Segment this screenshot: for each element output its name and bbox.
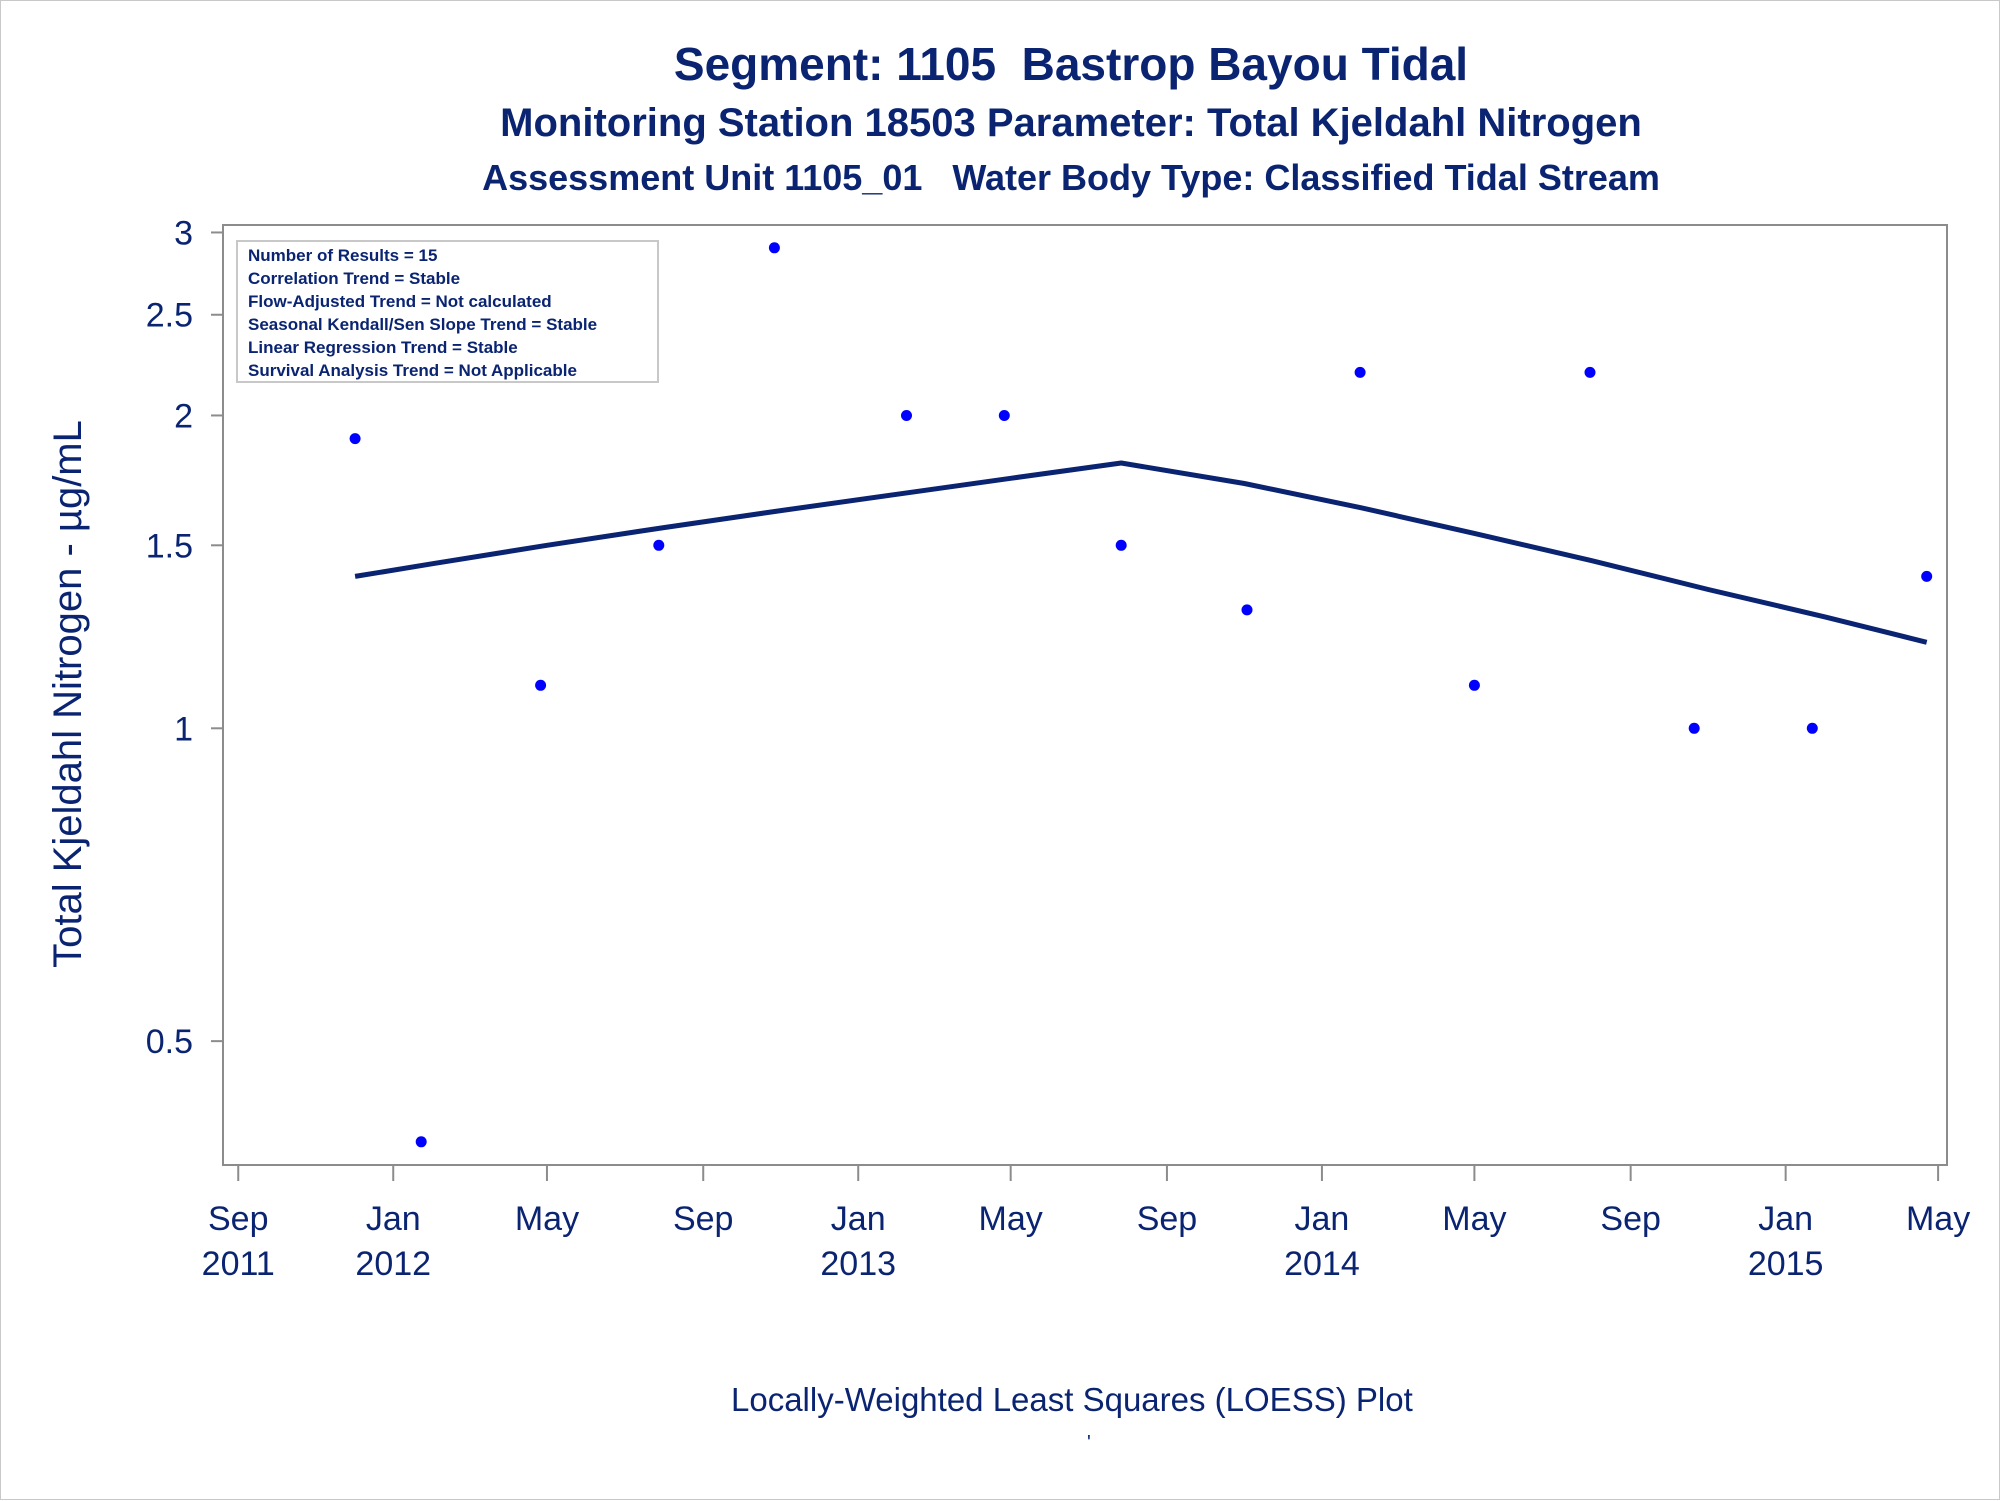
data-point	[998, 410, 1010, 421]
x-tick-label-month: Sep	[1137, 1200, 1198, 1238]
x-tick-label-year: 2011	[202, 1245, 275, 1283]
y-tick-label: 1	[174, 710, 193, 748]
data-point	[1241, 604, 1253, 616]
chart-footer: Locally-Weighted Least Squares (LOESS) P…	[731, 1381, 1413, 1418]
x-tick-label-month: Jan	[1758, 1200, 1813, 1238]
loess-line	[354, 460, 1928, 645]
stat-survival-analysis-trend: Survival Analysis Trend = Not Applicable	[248, 361, 577, 380]
data-point	[415, 1136, 427, 1148]
data-point	[1688, 722, 1700, 734]
x-tick-label-month: Jan	[1295, 1200, 1350, 1238]
stat-linear-regression-trend: Linear Regression Trend = Stable	[248, 338, 518, 357]
data-point	[768, 242, 780, 254]
data-point	[535, 679, 547, 691]
x-tick-label-month: Sep	[1600, 1200, 1661, 1238]
x-tick-label-month: Jan	[366, 1200, 421, 1238]
data-point	[1921, 570, 1933, 582]
x-tick-label-year: 2012	[355, 1245, 431, 1283]
x-tick-label-month: May	[1906, 1200, 1970, 1238]
x-tick-label-year: 2015	[1748, 1245, 1824, 1283]
stats-box-frame	[236, 240, 659, 383]
x-tick-label-month: Sep	[208, 1200, 269, 1238]
data-point	[1806, 722, 1818, 734]
y-tick-label: 2.5	[146, 297, 193, 335]
stat-flow-adjusted-trend: Flow-Adjusted Trend = Not calculated	[248, 292, 552, 311]
data-points	[349, 242, 1933, 1148]
loess-line-layer	[354, 460, 1928, 645]
data-point	[901, 410, 912, 421]
x-tick-label-year: 2014	[1284, 1245, 1360, 1283]
data-point	[1584, 366, 1596, 378]
y-tick-label: 1.5	[146, 527, 193, 565]
chart-subtitle-station: Monitoring Station 18503 Parameter: Tota…	[500, 101, 1642, 145]
chart-subtitle-assessment: Assessment Unit 1105_01 Water Body Type:…	[482, 157, 1660, 198]
x-tick-label-month: May	[1442, 1200, 1506, 1238]
x-tick-label-month: May	[515, 1200, 579, 1238]
x-tick-label-year: 2013	[820, 1245, 896, 1283]
y-tick-label: 0.5	[146, 1023, 193, 1061]
y-axis-label: Total Kjeldahl Nitrogen - µg/mL	[46, 420, 90, 968]
y-tick-label: 3	[174, 214, 193, 252]
data-point	[1115, 539, 1127, 551]
stat-number-of-results: Number of Results = 15	[248, 246, 437, 265]
x-tick-label-month: Sep	[673, 1200, 734, 1238]
stat-seasonal-kendall-trend: Seasonal Kendall/Sen Slope Trend = Stabl…	[248, 315, 597, 334]
data-point	[1354, 366, 1366, 378]
y-tick-label: 2	[174, 397, 193, 435]
data-point	[349, 433, 361, 445]
axes: 0.5 1 1.5 2 2.5 3 Sep 2011 Jan 2012 May Sep Jan 2013 M…	[146, 214, 1970, 1283]
x-tick-label-month: May	[979, 1200, 1043, 1238]
stat-correlation-trend: Correlation Trend = Stable	[248, 269, 460, 288]
x-tick-label-month: Jan	[831, 1200, 886, 1238]
data-point	[653, 539, 665, 551]
stats-box: Number of Results = 15 Correlation Trend…	[236, 240, 659, 383]
data-point	[1468, 679, 1480, 691]
footer-mark: '	[1087, 1432, 1091, 1454]
chart-title: Segment: 1105 Bastrop Bayou Tidal	[673, 38, 1469, 90]
